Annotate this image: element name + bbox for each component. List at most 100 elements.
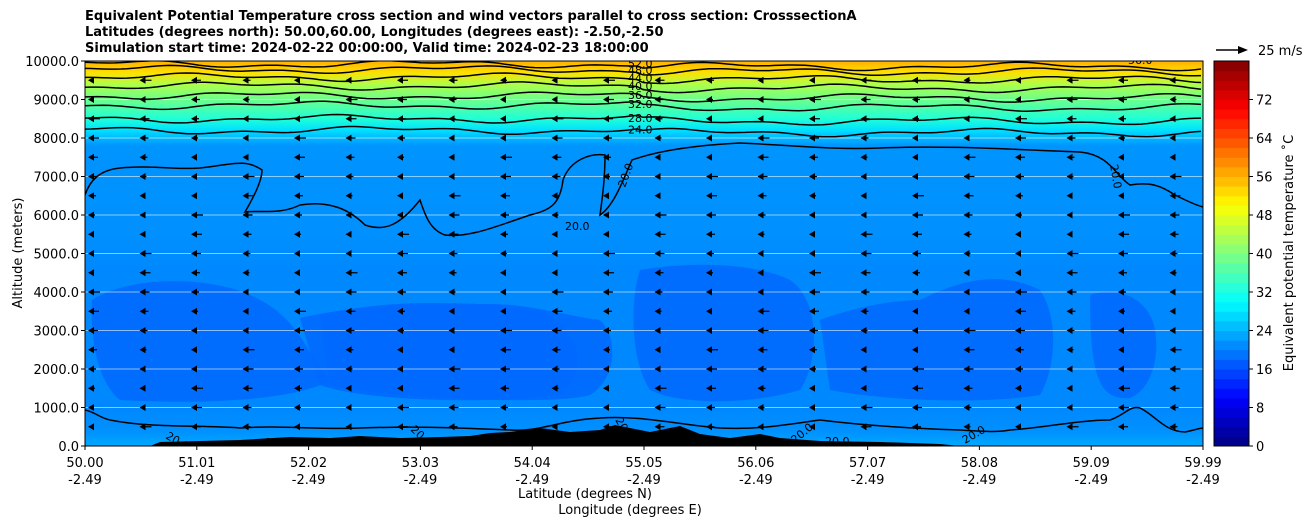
wind-vector-head [139,288,146,296]
wind-vector-head [654,269,661,277]
wind-vector-head [1066,327,1073,334]
wind-vector-head [551,211,558,219]
wind-vector-head [654,192,661,200]
wind-vector-head [706,346,712,354]
wind-vector-head [1015,404,1021,411]
wind-vector-head [448,153,455,161]
wind-vector-head [963,211,970,219]
wind-vector-head [1169,384,1176,392]
wind-vector-head [1169,173,1176,180]
wind-vector-head [294,346,300,354]
wind-vector-head [500,327,506,334]
colorbar-band [1214,61,1249,72]
wind-vector-head [1015,192,1021,200]
colorbar-band [1214,388,1249,399]
wind-vector-head [654,134,661,142]
wind-vector-head [809,423,815,431]
wind-vector-head [500,230,506,238]
x-tick-lat: 55.05 [625,456,662,471]
colorbar-band [1214,99,1249,110]
wind-vector-head [706,192,712,200]
wind-vector-head [139,211,146,219]
y-tick-label: 9000.0 [34,94,80,109]
wind-vector-head [448,327,455,334]
wind-vector-head [1015,346,1021,354]
wind-vector-head [448,211,455,219]
x-tick-lon: -2.49 [515,473,549,488]
wind-vector-head [963,96,970,103]
wind-vector-head [294,365,300,373]
contour-label: 36.0 [628,89,653,102]
wind-vector-head [551,365,558,373]
wind-vector-head [191,269,197,277]
contour-label: 52.0 [628,58,653,71]
contour-line-40 [85,81,1202,94]
wind-vector-head [397,76,403,84]
wind-vector-head [551,269,558,277]
wind-vector-head [1118,288,1124,296]
wind-vector-head [448,269,455,277]
wind-vector-head [88,327,94,334]
colorbar-band [1214,118,1249,129]
wind-vector-head [912,153,918,161]
wind-vector-head [706,423,712,431]
wind-vector-head [654,76,661,84]
wind-vector-head [706,76,712,84]
wind-vector-head [139,423,146,431]
wind-vector-head [963,365,970,373]
colorbar-band [1214,234,1249,245]
colorbar-tick-label: 8 [1256,402,1264,417]
colorbar-band [1214,70,1249,81]
wind-vector-head [88,269,94,277]
wind-vector-head [912,269,918,277]
wind-vector-head [860,250,867,257]
x-tick-lon: -2.49 [963,473,997,488]
wind-vector-head [294,327,300,334]
wind-vector-head [706,365,712,373]
wind-vector-head [88,384,94,392]
wind-vector-head [603,346,609,354]
wind-vector-head [963,192,970,200]
wind-vector-head [963,384,970,392]
wind-vector-head [706,134,712,142]
wind-vector-head [809,365,815,373]
wind-vector-head [345,173,352,180]
contour-line-20-low [85,406,1203,433]
contour-label: 48.0 [628,64,653,77]
colorbar-band [1214,109,1249,120]
wind-vector-head [860,192,867,200]
wind-vector-head [397,173,403,180]
wind-vector-head [448,250,455,257]
wind-vector-head [294,307,300,315]
wind-vector-head [912,173,918,180]
wind-vector-head [191,211,197,219]
x-tick-lon: -2.49 [292,473,326,488]
wind-vector-head [1169,423,1176,431]
wind-vector-head [242,134,249,142]
colorbar-band [1214,224,1249,235]
wind-vector-head [1066,115,1073,123]
wind-vector-head [242,76,249,84]
colorbar-tick-label: 40 [1256,248,1273,263]
wind-vector-head [963,115,970,123]
wind-vector-head [706,173,712,180]
wind-vector-head [88,365,94,373]
wind-vector-head [757,76,764,84]
x-tick-lat: 59.99 [1184,456,1221,471]
x-axis: 50.00 -2.49 51.01 -2.49 52.02 -2.49 53.03 -2.49… [66,446,1222,488]
title-line-1: Equivalent Potential Temperature cross s… [85,9,857,24]
wind-vector-head [860,346,867,354]
colorbar-band [1214,369,1249,380]
wind-vector-head [1169,269,1176,277]
x-tick-lon: -2.49 [180,473,214,488]
wind-vector-head [139,96,146,103]
wind-vector-head [1015,230,1021,238]
wind-vector-head [500,76,506,84]
wind-vector-head [1118,384,1124,392]
wind-vector-head [860,384,867,392]
wind-vector-head [500,404,506,411]
wind-vector-head [397,153,403,161]
wind-vector-head [1118,192,1124,200]
wind-vector-head [242,250,249,257]
wind-vector-head [294,153,300,161]
